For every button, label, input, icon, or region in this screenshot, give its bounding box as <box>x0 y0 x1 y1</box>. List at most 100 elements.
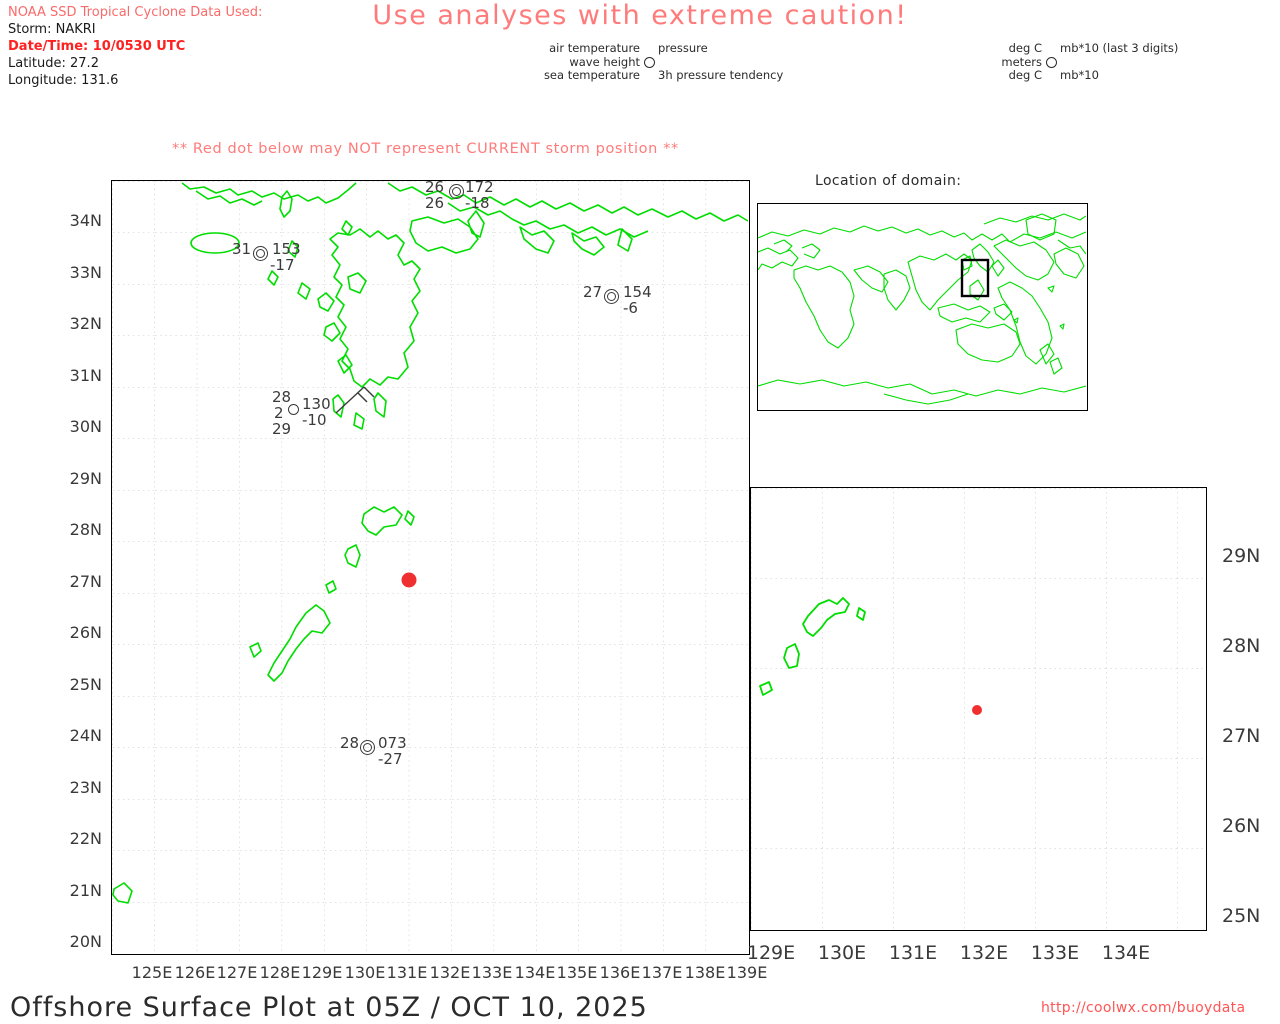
zoom-map-panel[interactable] <box>750 487 1207 931</box>
header-datetime: Date/Time: 10/0530 UTC <box>8 39 186 54</box>
main-map-canvas <box>112 181 748 953</box>
main-map-panel[interactable] <box>111 180 750 955</box>
domain-extent-box <box>960 258 990 298</box>
legend-units: deg C mb*10 (last 3 digits) meters deg C… <box>990 41 1179 83</box>
lat-tick-33n: 33N <box>69 263 102 282</box>
world-map-canvas <box>758 213 1086 405</box>
header-data-source: NOAA SSD Tropical Cyclone Data Used: <box>8 5 263 20</box>
lat-tick-34n: 34N <box>69 211 102 230</box>
lon-tick-135e: 135E <box>556 963 598 982</box>
lat-tick-30n: 30N <box>69 417 102 436</box>
lat-tick-28n: 28N <box>69 520 102 539</box>
station-pressure: 153 <box>272 240 301 258</box>
zoom-lat-tick-26n: 26N <box>1222 815 1261 837</box>
lon-tick-133e: 133E <box>471 963 513 982</box>
station-air-temperature: 28 <box>272 388 292 406</box>
station-inner-circle-icon <box>452 187 461 196</box>
legend-unit-circle-slot <box>1042 56 1060 68</box>
station-wave-height: 2 <box>274 404 284 422</box>
station-circle-unit-icon <box>1045 56 1057 68</box>
station-air-temperature: 31 <box>232 240 252 258</box>
main-map-gridlines <box>112 181 748 953</box>
legend-field-names: air temperature pressure wave height sea… <box>520 41 784 83</box>
lon-tick-127e: 127E <box>216 963 258 982</box>
zoom-lon-tick-134e: 134E <box>1101 942 1151 964</box>
zoom-lon-tick-132e: 132E <box>959 942 1009 964</box>
station-south-buoy[interactable]: 28 073 -27 <box>340 734 410 776</box>
zoom-lat-tick-29n: 29N <box>1222 545 1261 567</box>
station-inner-circle-icon <box>363 743 372 752</box>
station-pressure: 154 <box>623 283 652 301</box>
zoom-lat-tick-25n: 25N <box>1222 905 1261 927</box>
plot-title: Offshore Surface Plot at 05Z / OCT 10, 2… <box>10 992 648 1023</box>
legend-air-temperature-label: air temperature <box>549 41 640 55</box>
legend-wave-height-label: wave height <box>569 54 640 69</box>
station-tanegashima[interactable]: 28 2 29 130 -10 <box>272 386 375 439</box>
lat-tick-23n: 23N <box>69 778 102 797</box>
zoom-lat-tick-28n: 28N <box>1222 635 1261 657</box>
station-sea-temperature: 26 <box>425 194 445 212</box>
lon-tick-138e: 138E <box>684 963 726 982</box>
world-map-inset[interactable] <box>757 203 1088 411</box>
station-circle-icon <box>604 289 619 304</box>
station-pacific-east[interactable]: 27 154 -6 <box>583 283 653 325</box>
lat-tick-32n: 32N <box>69 314 102 333</box>
lat-tick-26n: 26N <box>69 623 102 642</box>
station-air-temperature: 28 <box>340 734 360 752</box>
zoom-lon-tick-133e: 133E <box>1030 942 1080 964</box>
legend-sea-temperature-label: sea temperature <box>543 68 640 82</box>
lat-tick-20n: 20N <box>69 932 102 951</box>
legend-unit-air-temperature: deg C <box>1008 41 1042 55</box>
lat-tick-24n: 24N <box>69 726 102 745</box>
legend-unit-sea-temperature: deg C <box>1008 68 1042 82</box>
lat-tick-21n: 21N <box>69 881 102 900</box>
header-storm-name: Storm: NAKRI <box>8 22 96 37</box>
storm-position-dot-zoom <box>972 705 982 715</box>
station-kyushu-north[interactable]: 26 26 172 -18 <box>425 178 495 220</box>
legend-unit-wave-height: meters <box>1001 54 1042 69</box>
lon-tick-125e: 125E <box>131 963 173 982</box>
legend-unit-pressure-tendency: mb*10 <box>1060 68 1099 82</box>
zoom-map-canvas <box>751 488 1205 929</box>
legend-station-circle-slot <box>640 56 658 68</box>
lon-tick-136e: 136E <box>599 963 641 982</box>
station-east-china-sea[interactable]: 31 153 -17 <box>232 240 302 282</box>
storm-position-warning: ** Red dot below may NOT represent CURRE… <box>172 141 679 157</box>
lon-tick-134e: 134E <box>514 963 556 982</box>
header-info-block: NOAA SSD Tropical Cyclone Data Used: Sto… <box>8 4 448 89</box>
header-latitude: Latitude: 27.2 <box>8 56 99 71</box>
lon-tick-137e: 137E <box>641 963 683 982</box>
zoom-map-coastlines <box>759 597 866 696</box>
header-longitude: Longitude: 131.6 <box>8 73 119 88</box>
wind-barb-icon <box>335 386 375 414</box>
source-url[interactable]: http://coolwx.com/buoydata <box>1041 1000 1246 1016</box>
lat-tick-25n: 25N <box>69 675 102 694</box>
station-sea-temperature: 29 <box>272 420 292 438</box>
lat-tick-29n: 29N <box>69 469 102 488</box>
legend-unit-pressure: mb*10 (last 3 digits) <box>1060 41 1179 55</box>
storm-position-dot <box>401 572 417 588</box>
legend-pressure-tendency-label: 3h pressure tendency <box>658 68 784 82</box>
zoom-lon-tick-130e: 130E <box>817 942 867 964</box>
station-circle-icon <box>288 404 299 415</box>
station-pressure: 073 <box>378 734 407 752</box>
legend-pressure-label: pressure <box>658 41 708 55</box>
station-circle-icon <box>449 184 464 199</box>
station-pressure-tendency: -17 <box>270 256 295 274</box>
lon-tick-129e: 129E <box>301 963 343 982</box>
lat-tick-27n: 27N <box>69 572 102 591</box>
lon-tick-139e: 139E <box>726 963 768 982</box>
station-pressure-tendency: -18 <box>465 194 490 212</box>
lon-tick-126e: 126E <box>174 963 216 982</box>
station-circle-icon <box>360 740 375 755</box>
lon-tick-128e: 128E <box>259 963 301 982</box>
caution-banner: Use analyses with extreme caution! <box>372 0 908 31</box>
station-inner-circle-icon <box>607 292 616 301</box>
zoom-lon-tick-131e: 131E <box>888 942 938 964</box>
lon-tick-132e: 132E <box>429 963 471 982</box>
lat-tick-22n: 22N <box>69 829 102 848</box>
zoom-lon-tick-129e: 129E <box>746 942 796 964</box>
lon-tick-130e: 130E <box>344 963 386 982</box>
station-inner-circle-icon <box>256 249 265 258</box>
station-pressure: 172 <box>465 178 494 196</box>
